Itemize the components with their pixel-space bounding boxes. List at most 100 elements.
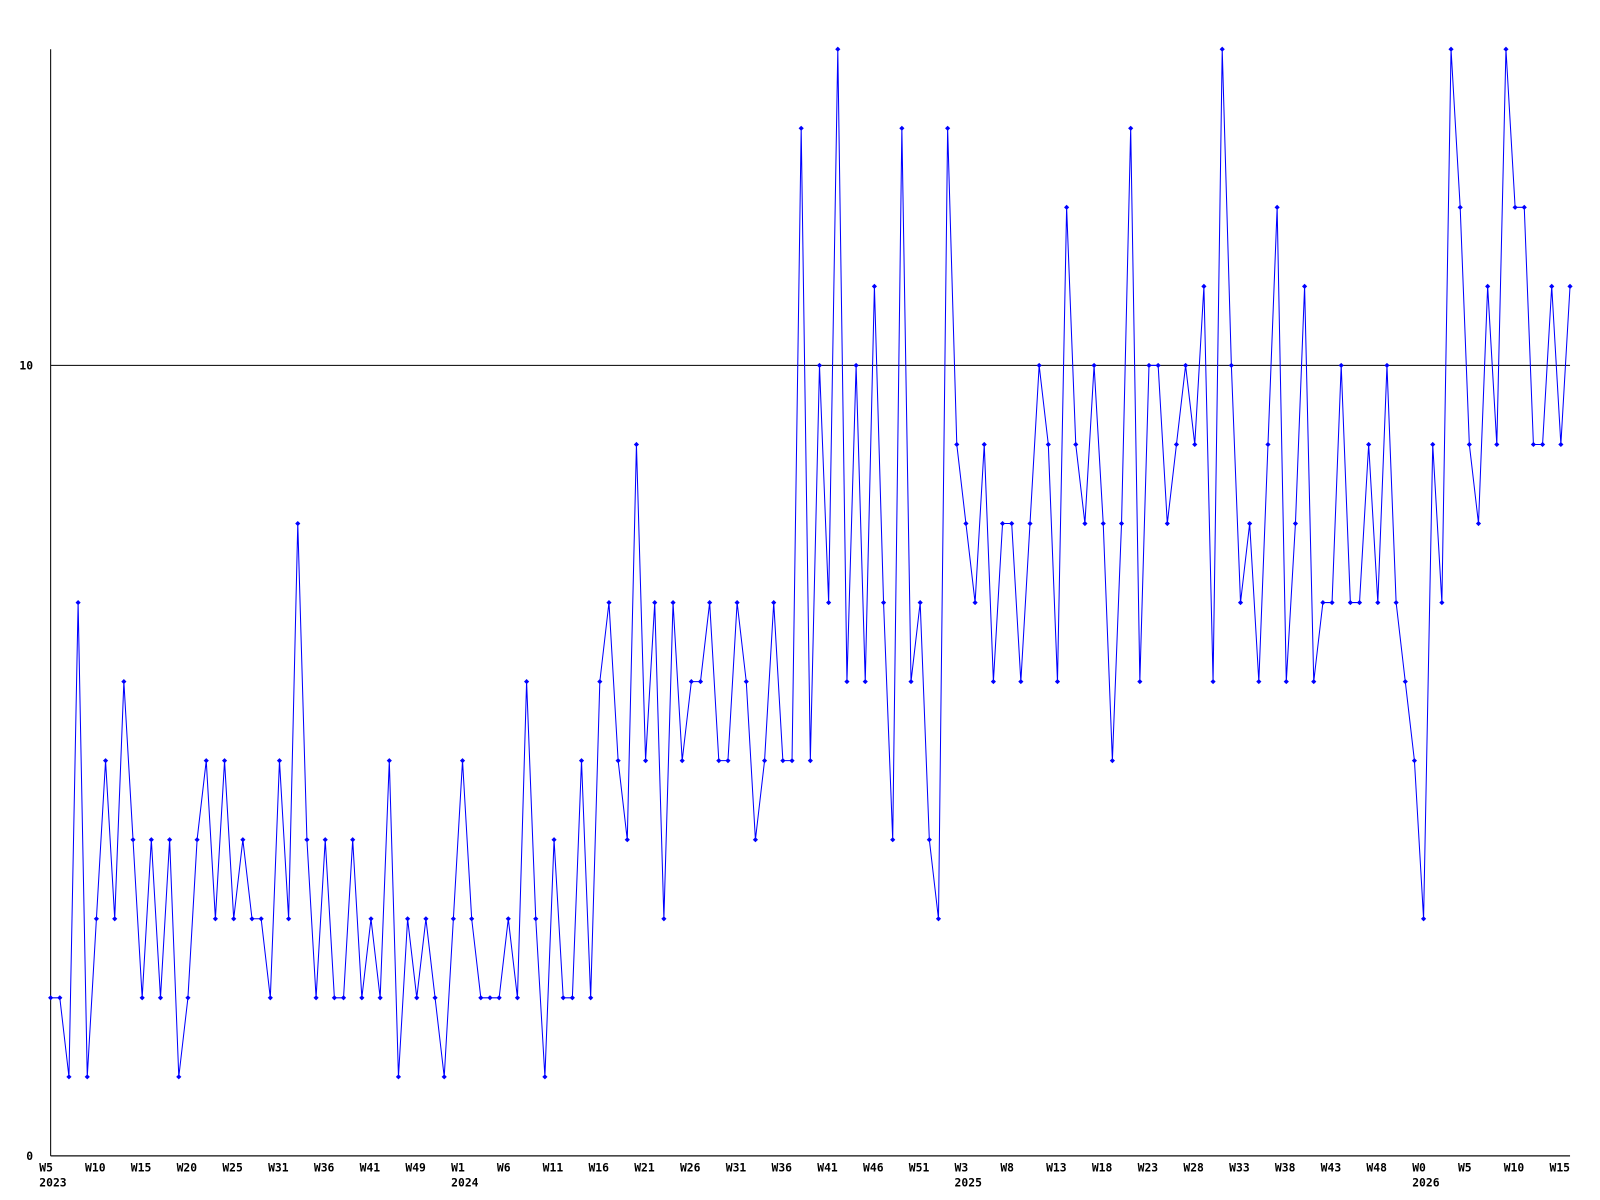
data-point — [1073, 441, 1079, 448]
x-tick-label: W33 — [1229, 1160, 1250, 1174]
data-point — [1100, 520, 1106, 527]
data-point — [569, 995, 575, 1001]
data-point — [1054, 679, 1061, 685]
data-point — [642, 758, 649, 764]
x-tick-label: W11 — [543, 1160, 564, 1174]
data-point — [1457, 204, 1463, 210]
data-point — [423, 916, 429, 922]
data-point — [514, 995, 521, 1001]
x-tick-label: W36 — [772, 1160, 793, 1174]
data-point — [1311, 679, 1317, 685]
data-point — [276, 758, 283, 764]
data-point — [203, 758, 209, 764]
data-point — [1503, 46, 1509, 52]
x-tick-label: W1 2024 — [451, 1160, 479, 1189]
data-point — [231, 916, 237, 922]
data-point — [1091, 362, 1097, 368]
data-point — [1375, 600, 1381, 606]
data-point — [313, 995, 319, 1001]
data-point — [633, 441, 640, 448]
data-point — [652, 600, 658, 606]
data-point — [194, 837, 200, 843]
x-tick-label: W31 — [268, 1160, 289, 1174]
data-point — [267, 995, 273, 1001]
data-point — [1521, 204, 1527, 210]
data-point — [1173, 441, 1180, 448]
data-point — [789, 758, 795, 764]
data-point — [1292, 520, 1299, 527]
x-tick-label: W16 — [588, 1160, 609, 1174]
data-point — [533, 916, 539, 922]
data-point — [1164, 520, 1170, 527]
data-point — [414, 995, 420, 1001]
data-point — [459, 758, 466, 764]
data-point — [450, 916, 456, 922]
x-tick-label: W10 — [85, 1160, 106, 1174]
data-point — [771, 600, 777, 606]
data-point — [1082, 520, 1088, 527]
data-point — [798, 125, 804, 131]
data-point — [945, 125, 951, 131]
data-point — [752, 837, 759, 843]
data-point — [908, 679, 914, 685]
data-point — [167, 837, 173, 843]
data-point — [286, 916, 292, 922]
data-point — [1384, 362, 1390, 368]
data-point — [1064, 204, 1070, 210]
data-point — [93, 916, 99, 922]
data-point — [1329, 600, 1335, 606]
data-point — [890, 837, 896, 843]
x-tick-label: W28 — [1183, 1160, 1204, 1174]
data-point — [871, 283, 877, 289]
data-point — [1018, 679, 1024, 685]
data-point — [963, 520, 969, 527]
x-tick-label: W46 — [863, 1160, 884, 1174]
data-line — [50, 49, 1571, 1077]
data-point — [48, 995, 54, 1001]
data-point — [469, 916, 475, 922]
x-tick-label: W41 — [360, 1160, 381, 1174]
data-point — [176, 1074, 182, 1080]
data-point — [1530, 441, 1536, 448]
data-point — [1137, 679, 1143, 685]
data-point — [597, 679, 603, 685]
data-point — [578, 758, 585, 764]
data-point — [1192, 441, 1198, 448]
x-tick-label: W23 — [1138, 1160, 1159, 1174]
data-point — [761, 758, 768, 764]
data-point — [304, 837, 310, 843]
data-point — [478, 995, 484, 1001]
data-point — [1402, 679, 1408, 685]
x-tick-label: W38 — [1275, 1160, 1296, 1174]
data-point — [1109, 758, 1115, 764]
x-tick-label: W6 — [497, 1160, 511, 1174]
data-point — [917, 600, 923, 606]
data-point — [835, 46, 841, 52]
x-tick-label: W21 — [634, 1160, 655, 1174]
data-point — [716, 758, 722, 764]
data-point — [139, 995, 145, 1001]
data-point — [185, 995, 191, 1001]
data-point — [1183, 362, 1189, 368]
data-point — [386, 758, 392, 764]
data-point — [441, 1074, 447, 1080]
data-point — [816, 362, 823, 368]
data-point — [524, 679, 530, 685]
data-point — [258, 916, 264, 922]
data-point — [1366, 441, 1372, 448]
data-point — [1439, 600, 1445, 606]
x-tick-label: W18 — [1092, 1160, 1113, 1174]
data-point — [1118, 520, 1125, 527]
data-point — [1567, 283, 1573, 289]
data-point — [350, 837, 356, 843]
x-tick-label: W15 — [131, 1160, 152, 1174]
data-point — [935, 916, 942, 922]
x-tick-label: W48 — [1366, 1160, 1387, 1174]
data-point — [1228, 362, 1234, 368]
data-point — [405, 916, 411, 922]
data-point — [926, 837, 932, 843]
data-point — [157, 995, 164, 1001]
data-point — [1549, 283, 1555, 289]
data-point — [1485, 283, 1491, 289]
data-point — [102, 758, 109, 764]
